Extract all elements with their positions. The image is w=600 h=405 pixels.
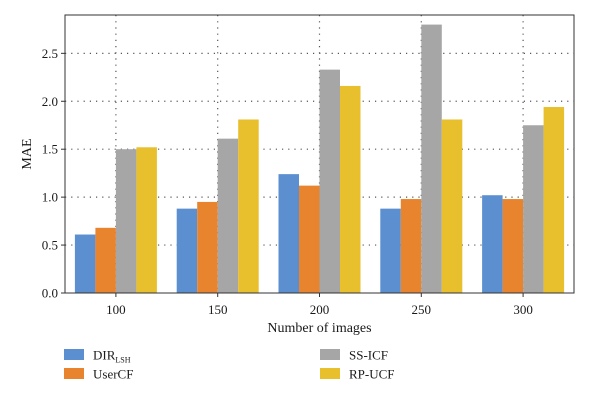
y-tick-label: 0.5 [42,238,58,253]
bar-rp-ucf-100 [136,147,157,293]
bars [74,24,565,293]
legend-swatch [320,368,340,379]
legend-label: SS-ICF [349,348,388,363]
y-tick-label: 1.5 [42,142,58,157]
legend-item: DIRLSH [64,348,131,365]
legend-swatch [64,349,84,360]
legend-swatch [320,349,340,360]
bar-rp-ucf-300 [543,107,565,293]
bar-ss-icf-150 [217,138,239,293]
legend-label: RP-UCF [349,367,395,382]
legend-label-text: SS-ICF [349,348,388,363]
bar-usercf-300 [502,199,524,293]
bar-ss-icf-250 [421,24,442,293]
y-axis-label: MAE [20,138,35,169]
bar-dir-300 [482,195,503,293]
bar-dir-150 [176,208,198,293]
bar-usercf-100 [95,227,116,293]
bar-rp-ucf-200 [340,85,361,293]
bar-dir-200 [278,174,299,293]
y-tick-label: 2.5 [42,46,58,61]
legend-label: DIRLSH [93,348,131,365]
axis-ticks: 0.0 0.5 1.0 1.5 2.0 2.5 100 150 200 250 300 [42,46,533,317]
legend-label-text: UserCF [93,367,133,382]
x-tick-label: 300 [513,302,533,317]
bar-ss-icf-100 [115,149,137,293]
bar-ss-icf-200 [319,69,340,293]
x-tick-label: 250 [412,302,432,317]
bar-rp-ucf-150 [238,119,259,293]
y-tick-label: 0.0 [42,286,58,301]
y-tick-label: 1.0 [42,190,58,205]
x-axis-label: Number of images [267,321,371,336]
legend-label-subscript: LSH [115,356,130,365]
bar-rp-ucf-250 [441,119,463,293]
x-tick-label: 100 [106,302,126,317]
legend-label: UserCF [93,367,133,382]
bar-dir-250 [380,208,401,293]
bar-dir-100 [74,234,96,293]
legend-item: UserCF [64,367,133,382]
y-tick-label: 2.0 [42,94,58,109]
bar-ss-icf-300 [523,125,544,293]
bar-usercf-150 [197,201,218,293]
x-tick-label: 150 [208,302,228,317]
legend-label-text: RP-UCF [349,367,395,382]
legend-item: RP-UCF [320,367,395,382]
bar-usercf-200 [299,185,320,293]
legend-label-text: DIR [93,348,116,363]
x-tick-label: 200 [310,302,330,317]
legend-item: SS-ICF [320,348,388,363]
legend: DIRLSH UserCF SS-ICF RP-UCF [64,348,395,382]
legend-swatch [64,368,84,379]
bar-usercf-250 [400,199,422,293]
